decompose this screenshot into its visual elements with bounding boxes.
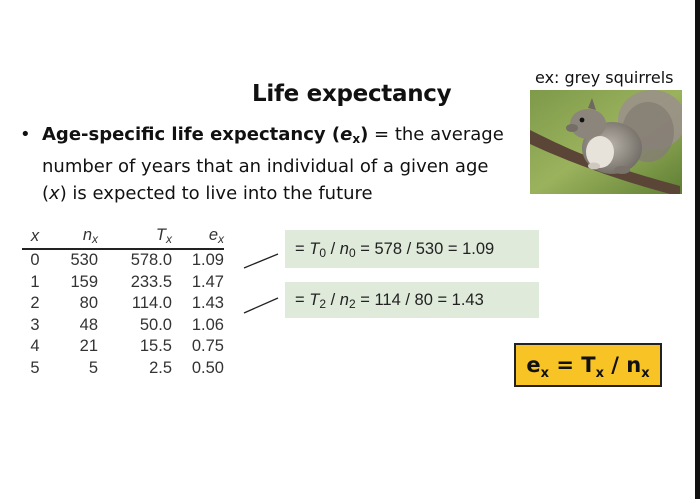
table-row: 1 159 233.5 1.47 <box>30 272 224 291</box>
connector-line-row-2 <box>243 297 279 314</box>
squirrel-photo <box>530 90 682 194</box>
bullet-dot-icon: • <box>20 124 31 145</box>
header-ex: ex <box>172 224 224 250</box>
life-table: x nx Tx ex 0 530 578.0 1.09 1 159 233.5 … <box>22 224 224 379</box>
example-label: ex: grey squirrels <box>535 68 674 87</box>
general-formula-box: ex = Tx / nx <box>514 343 662 387</box>
equation-box-age-2: = T2 / n2 = 114 / 80 = 1.43 <box>285 282 539 318</box>
table-row: 5 5 2.5 0.50 <box>30 358 224 377</box>
table-row: 4 21 15.5 0.75 <box>30 337 224 356</box>
connector-line-row-0 <box>243 253 279 269</box>
definition-line-3: (x) is expected to live into the future <box>42 183 373 204</box>
table-row: 0 530 578.0 1.09 <box>30 251 224 270</box>
table-row: 2 80 114.0 1.43 <box>30 294 224 313</box>
slide-title: Life expectancy <box>252 81 452 107</box>
table-row: 3 48 50.0 1.06 <box>30 315 224 334</box>
equation-box-age-0: = T0 / n0 = 578 / 530 = 1.09 <box>285 230 539 268</box>
header-x: x <box>22 224 48 250</box>
header-tx: Tx <box>100 224 172 250</box>
definition-line-1: Age-specific life expectancy (ex) = the … <box>42 124 504 146</box>
right-edge-bar <box>695 0 700 499</box>
definition-text: Age-specific life expectancy (ex) = the … <box>42 121 522 207</box>
definition-term: Age-specific life expectancy (ex) <box>42 124 369 146</box>
header-nx: nx <box>48 224 100 250</box>
definition-line-2: number of years that an individual of a … <box>42 156 489 177</box>
table-header-row: x nx Tx ex <box>22 224 224 250</box>
